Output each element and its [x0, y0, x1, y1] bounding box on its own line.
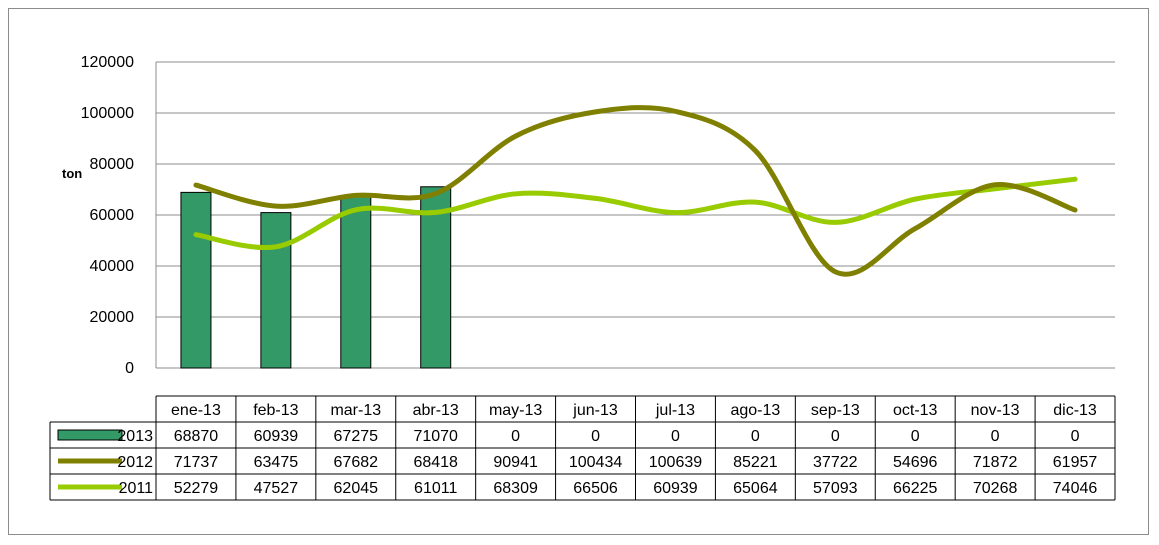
legend-label-2012: 2012 [117, 454, 153, 471]
bar-2013-abr-13 [420, 186, 452, 369]
data-label: 0 [911, 428, 920, 445]
data-label: 0 [751, 428, 760, 445]
y-tick-label: 120000 [81, 54, 134, 71]
data-table: ene-13 feb-13 mar-13 abr-13 may-13 jun-13 jul-… [49, 395, 1116, 501]
y-tick-label: 20000 [90, 309, 135, 326]
data-label: 63475 [254, 454, 299, 471]
line-series [193, 105, 1078, 277]
x-tick-label: jun-13 [572, 402, 618, 419]
data-label: 68870 [174, 428, 219, 445]
data-label: 62045 [334, 480, 379, 497]
bar-2013-feb-13 [260, 212, 292, 369]
data-label: 68309 [493, 480, 538, 497]
data-label: 54696 [893, 454, 938, 471]
y-tick-label: 40000 [90, 258, 135, 275]
data-label: 74046 [1053, 480, 1098, 497]
data-label: 0 [991, 428, 1000, 445]
x-tick-label: ago-13 [730, 402, 780, 419]
data-label: 47527 [254, 480, 299, 497]
data-label: 70268 [973, 480, 1018, 497]
bar-2013-mar-13 [340, 195, 372, 369]
x-tick-label: nov-13 [971, 402, 1020, 419]
x-tick-label: dic-13 [1053, 402, 1097, 419]
data-label: 90941 [493, 454, 538, 471]
data-label: 66506 [573, 480, 618, 497]
data-label: 71872 [973, 454, 1018, 471]
bar-2013-ene-13 [180, 191, 212, 369]
x-tick-label: ene-13 [171, 402, 221, 419]
data-label: 57093 [813, 480, 858, 497]
data-label: 0 [591, 428, 600, 445]
data-label: 67682 [334, 454, 379, 471]
data-label: 67275 [334, 428, 379, 445]
data-label: 37722 [813, 454, 858, 471]
legend-label-2011: 2011 [119, 480, 154, 497]
data-label: 68418 [413, 454, 458, 471]
data-label: 61957 [1053, 454, 1098, 471]
data-label: 0 [831, 428, 840, 445]
y-tick-label: 100000 [81, 105, 134, 122]
x-tick-label: may-13 [489, 402, 542, 419]
y-tick-label: 0 [125, 360, 134, 377]
y-axis-label: ton [62, 166, 82, 181]
x-tick-label: feb-13 [253, 402, 298, 419]
data-label: 65064 [733, 480, 778, 497]
gridlines [155, 61, 1115, 369]
bar-series [180, 186, 452, 369]
data-label: 52279 [174, 480, 219, 497]
x-tick-label: sep-13 [811, 402, 860, 419]
data-label: 71737 [174, 454, 219, 471]
x-tick-label: mar-13 [330, 402, 381, 419]
legend-label-2013: 2013 [117, 428, 153, 445]
y-tick-label: 60000 [90, 207, 135, 224]
data-label: 61011 [414, 480, 457, 497]
y-tick-label: 80000 [90, 156, 135, 173]
data-label: 66225 [893, 480, 938, 497]
data-label: 85221 [733, 454, 778, 471]
data-label: 71070 [413, 428, 458, 445]
data-label: 100639 [649, 454, 702, 471]
legend-key-2013 [57, 429, 123, 441]
y-axis-ticks: 0 20000 40000 60000 80000 100000 120000 [81, 54, 134, 377]
x-tick-label: abr-13 [413, 402, 459, 419]
data-label: 100434 [569, 454, 622, 471]
data-label: 0 [1071, 428, 1080, 445]
data-label: 0 [671, 428, 680, 445]
line-series-2012 [193, 105, 1078, 277]
data-label: 0 [511, 428, 520, 445]
data-label: 60939 [254, 428, 299, 445]
x-tick-label: oct-13 [893, 402, 938, 419]
x-tick-label: jul-13 [655, 402, 695, 419]
line-series-2011 [193, 176, 1078, 251]
data-label: 60939 [653, 480, 698, 497]
